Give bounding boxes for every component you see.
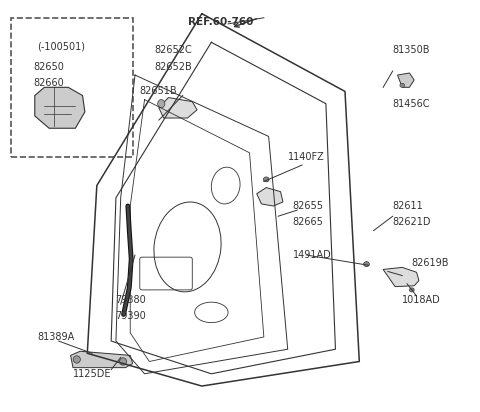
Ellipse shape	[400, 83, 405, 87]
Text: 1491AD: 1491AD	[292, 250, 331, 260]
Text: 82660: 82660	[34, 78, 64, 88]
Ellipse shape	[364, 262, 369, 267]
Ellipse shape	[157, 100, 165, 108]
Text: 81350B: 81350B	[393, 45, 430, 56]
Polygon shape	[257, 187, 283, 206]
Text: 1140FZ: 1140FZ	[288, 152, 324, 162]
Polygon shape	[383, 267, 419, 287]
Text: 82665: 82665	[292, 218, 324, 227]
Ellipse shape	[73, 356, 80, 363]
Ellipse shape	[409, 288, 414, 292]
Text: 82650: 82650	[34, 62, 64, 72]
Text: 81389A: 81389A	[37, 332, 74, 342]
Ellipse shape	[120, 358, 127, 365]
Text: 82621D: 82621D	[393, 218, 431, 227]
Text: 82652C: 82652C	[154, 45, 192, 56]
Text: 79380: 79380	[115, 295, 145, 305]
Ellipse shape	[264, 177, 269, 182]
Text: (-100501): (-100501)	[37, 41, 85, 52]
Polygon shape	[159, 98, 197, 118]
Polygon shape	[71, 351, 132, 368]
Text: 82611: 82611	[393, 201, 423, 211]
Text: 1018AD: 1018AD	[402, 295, 441, 305]
Text: 81456C: 81456C	[393, 99, 430, 109]
Text: 79390: 79390	[115, 311, 145, 321]
Polygon shape	[35, 87, 85, 128]
Text: 82652B: 82652B	[154, 62, 192, 72]
Text: 1125DE: 1125DE	[73, 369, 111, 379]
Bar	[11, 18, 132, 157]
Text: 82619B: 82619B	[412, 258, 449, 268]
Text: 82655: 82655	[292, 201, 324, 211]
Text: 82651B: 82651B	[140, 87, 178, 96]
Text: REF.60-760: REF.60-760	[188, 17, 253, 27]
Polygon shape	[397, 73, 414, 87]
